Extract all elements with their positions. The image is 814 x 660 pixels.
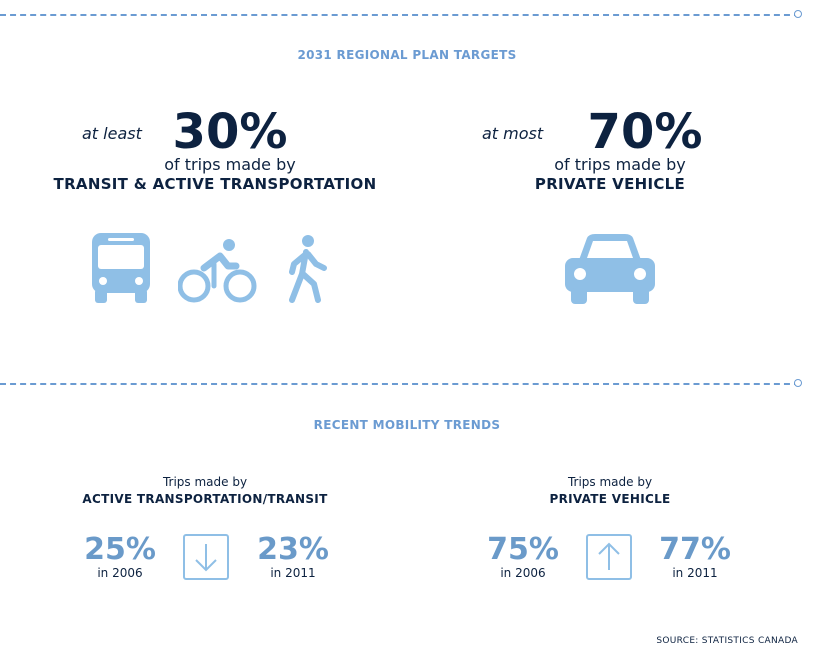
qualifier: at most <box>482 124 544 143</box>
car-icon <box>565 234 655 304</box>
divider-middle <box>0 383 800 385</box>
trend-line: Trips made by <box>567 475 653 489</box>
target-line: of trips made by <box>554 155 686 174</box>
target-right: at most 70% of trips made by PRIVATE VEH… <box>470 108 750 194</box>
stat-year: in 2006 <box>500 566 546 580</box>
trend-mode: PRIVATE VEHICLE <box>549 492 671 506</box>
qualifier: at least <box>82 124 142 143</box>
trend-line: Trips made by <box>162 475 248 489</box>
target-left: at least 30% of trips made by TRANSIT & … <box>30 108 400 194</box>
trends-heading: RECENT MOBILITY TRENDS <box>313 418 501 432</box>
divider-end-dot <box>794 10 802 18</box>
bicycle-icon <box>178 239 257 303</box>
trend-left-title: Trips made by ACTIVE TRANSPORTATION/TRAN… <box>60 474 350 508</box>
stat-year: in 2011 <box>672 566 718 580</box>
stat-value: 75% <box>487 532 559 567</box>
target-value: 70% <box>587 104 703 160</box>
divider-end-dot <box>794 379 802 387</box>
stat-right-2006: 75% in 2006 <box>478 532 568 581</box>
stat-left-2006: 25% in 2006 <box>75 532 165 581</box>
stat-right-2011: 77% in 2011 <box>650 532 740 581</box>
stat-year: in 2006 <box>97 566 143 580</box>
plan-heading: 2031 REGIONAL PLAN TARGETS <box>297 48 517 62</box>
arrow-up-icon <box>586 534 632 580</box>
pedestrian-icon <box>289 235 327 303</box>
target-line: of trips made by <box>164 155 296 174</box>
stat-value: 77% <box>659 532 731 567</box>
stat-year: in 2011 <box>270 566 316 580</box>
trend-right-title: Trips made by PRIVATE VEHICLE <box>460 474 760 508</box>
stat-left-2011: 23% in 2011 <box>248 532 338 581</box>
source-note: SOURCE: STATISTICS CANADA <box>656 636 798 646</box>
stat-value: 23% <box>257 532 329 567</box>
stat-value: 25% <box>84 532 156 567</box>
target-value: 30% <box>172 104 288 160</box>
target-mode: PRIVATE VEHICLE <box>534 175 686 193</box>
trend-mode: ACTIVE TRANSPORTATION/TRANSIT <box>82 492 328 506</box>
divider-top <box>0 14 800 16</box>
target-mode: TRANSIT & ACTIVE TRANSPORTATION <box>53 175 377 193</box>
arrow-down-icon <box>183 534 229 580</box>
bus-icon <box>92 233 150 303</box>
